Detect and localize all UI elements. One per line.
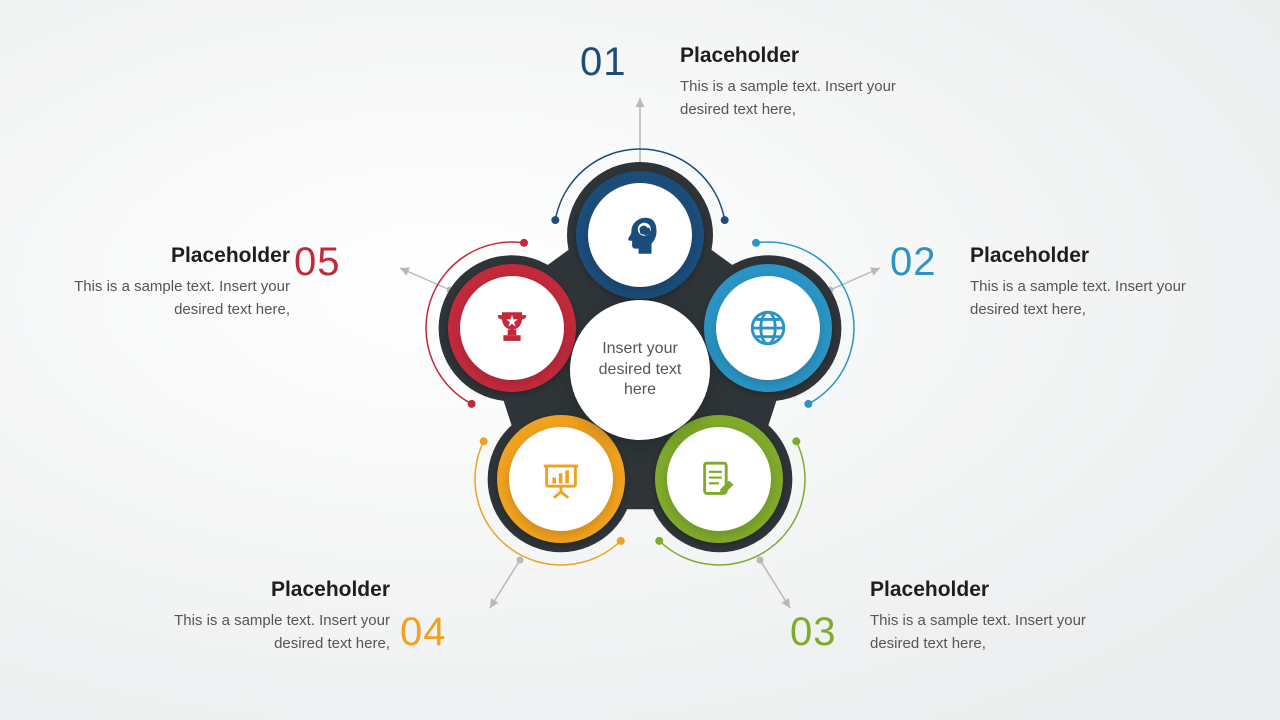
callout-title-1: Placeholder bbox=[680, 44, 799, 68]
callout-body-1: This is a sample text. Insert your desir… bbox=[680, 76, 900, 121]
number-3: 03 bbox=[790, 610, 837, 655]
callout-title-2: Placeholder bbox=[970, 244, 1089, 268]
callout-title-5: Placeholder bbox=[70, 244, 290, 268]
center-circle: Insert your desired text here bbox=[570, 300, 710, 440]
callout-body-2: This is a sample text. Insert your desir… bbox=[970, 276, 1190, 321]
hub: Insert your desired text here bbox=[430, 160, 850, 580]
number-1: 01 bbox=[580, 40, 627, 85]
number-4: 04 bbox=[400, 610, 447, 655]
callout-title-3: Placeholder bbox=[870, 578, 989, 602]
number-2: 02 bbox=[890, 240, 937, 285]
callout-body-3: This is a sample text. Insert your desir… bbox=[870, 610, 1090, 655]
infographic-stage: Insert your desired text here 01 Placehol… bbox=[0, 0, 1280, 720]
callout-body-5: This is a sample text. Insert your desir… bbox=[70, 276, 290, 321]
callout-body-4: This is a sample text. Insert your desir… bbox=[170, 610, 390, 655]
callout-title-4: Placeholder bbox=[170, 578, 390, 602]
center-text: Insert your desired text here bbox=[584, 339, 696, 401]
number-5: 05 bbox=[294, 240, 341, 285]
